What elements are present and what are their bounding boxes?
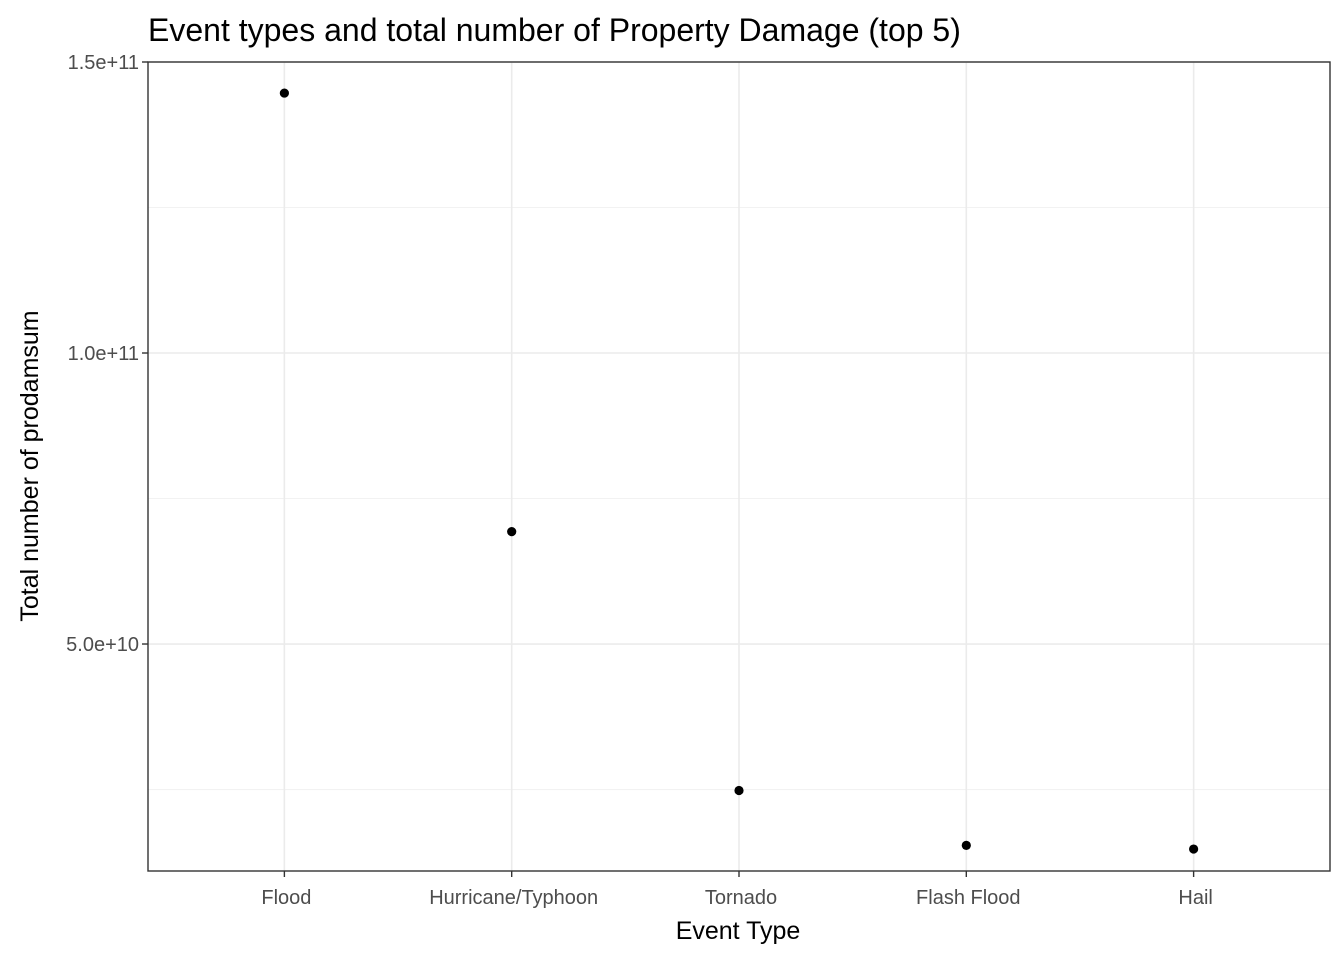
x-tick-label: Flash Flood xyxy=(916,887,1021,909)
chart-title: Event types and total number of Property… xyxy=(148,12,961,48)
x-tick-label: Hurricane/Typhoon xyxy=(429,887,598,909)
data-point xyxy=(734,785,744,796)
y-axis: 5.0e+10 1.0e+11 1.5e+11 xyxy=(66,52,148,656)
x-tick-label: Hail xyxy=(1178,887,1212,909)
data-point xyxy=(507,527,517,537)
x-tick-label: Tornado xyxy=(705,887,777,909)
data-point xyxy=(1189,844,1199,854)
y-axis-title: Total number of prodamsum xyxy=(16,310,44,621)
data-point xyxy=(279,88,289,98)
y-tick-label: 1.0e+11 xyxy=(68,343,139,365)
y-tick-label: 1.5e+11 xyxy=(68,52,139,74)
x-axis: Flood Hurricane/Typhoon Tornado Flash Flood… xyxy=(261,871,1213,909)
x-axis-title: Event Type xyxy=(676,917,801,945)
data-point xyxy=(961,840,971,850)
data-points xyxy=(279,88,1199,854)
x-tick-label: Flood xyxy=(261,887,311,909)
y-tick-label: 5.0e+10 xyxy=(66,634,139,656)
